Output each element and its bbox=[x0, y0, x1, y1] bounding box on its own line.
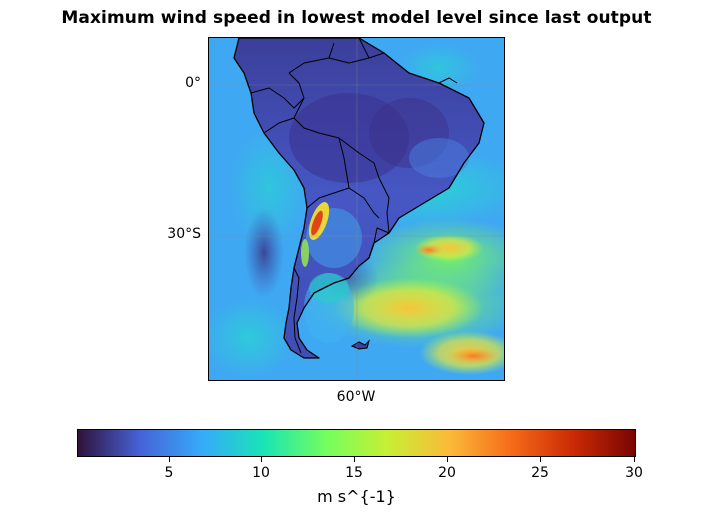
lat-tick-label-0: 0° bbox=[185, 75, 201, 91]
ocean-calm bbox=[244, 208, 284, 298]
andes-wind-max bbox=[311, 210, 323, 236]
map-frame bbox=[208, 37, 505, 381]
colorbar bbox=[77, 429, 636, 457]
colorbar-tick bbox=[634, 457, 635, 462]
map-title: Maximum wind speed in lowest model level… bbox=[61, 8, 652, 28]
wind-speed-map bbox=[209, 38, 504, 380]
ocean-wind-max bbox=[415, 244, 443, 256]
colorbar-tick-label: 5 bbox=[164, 465, 174, 481]
falkland-islands bbox=[350, 339, 371, 350]
land-wind-area bbox=[409, 138, 469, 178]
colorbar-units-label: m s^{-1} bbox=[317, 487, 396, 506]
colorbar-tick bbox=[354, 457, 355, 462]
land-wind-area bbox=[289, 93, 409, 183]
colorbar-tick-label: 15 bbox=[345, 465, 363, 481]
colorbar-tick bbox=[169, 457, 170, 462]
colorbar-tick bbox=[261, 457, 262, 462]
lat-tick-label-30s: 30°S bbox=[167, 226, 201, 242]
coastline bbox=[233, 38, 485, 359]
colorbar-tick bbox=[447, 457, 448, 462]
lon-tick-label-60w: 60°W bbox=[336, 389, 376, 405]
ocean-wind-band bbox=[209, 298, 294, 378]
colorbar-tick-label: 25 bbox=[531, 465, 549, 481]
andes-wind-max bbox=[301, 239, 309, 267]
colorbar-tick-label: 20 bbox=[438, 465, 456, 481]
colorbar-tick bbox=[540, 457, 541, 462]
colorbar-tick-label: 30 bbox=[625, 465, 643, 481]
country-borders bbox=[250, 38, 458, 354]
ocean-wind-max bbox=[449, 348, 499, 364]
colorbar-tick-label: 10 bbox=[252, 465, 270, 481]
land-wind-area bbox=[309, 273, 349, 303]
